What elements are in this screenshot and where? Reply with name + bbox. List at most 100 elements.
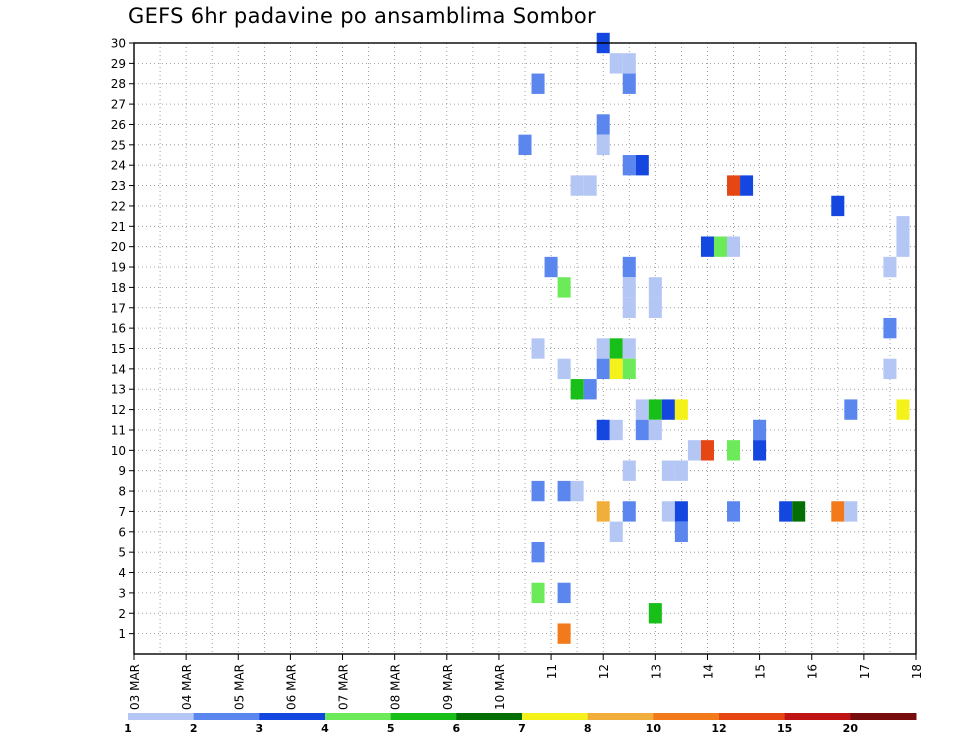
colorbar-segment bbox=[784, 713, 851, 720]
x-tick-label: 05 MAR bbox=[232, 664, 246, 710]
y-tick-label: 4 bbox=[118, 566, 126, 580]
precip-cell bbox=[622, 338, 636, 359]
colorbar-segment bbox=[259, 713, 326, 720]
precip-cell bbox=[727, 236, 741, 257]
y-tick-label: 11 bbox=[111, 423, 126, 437]
precip-cell bbox=[531, 541, 545, 563]
precip-cell bbox=[609, 521, 623, 542]
y-tick-label: 23 bbox=[111, 179, 126, 193]
colorbar-label: 5 bbox=[387, 722, 395, 735]
precip-cell bbox=[518, 134, 532, 156]
precip-cell bbox=[557, 358, 571, 380]
precip-cell bbox=[557, 480, 571, 502]
precip-cell bbox=[713, 236, 728, 257]
y-tick-label: 13 bbox=[111, 383, 126, 397]
colorbar-segment bbox=[128, 713, 195, 720]
precip-cell bbox=[648, 603, 662, 624]
precip-cell bbox=[622, 297, 636, 318]
x-tick-label: 16 bbox=[806, 664, 820, 679]
y-tick-label: 27 bbox=[111, 98, 126, 112]
colorbar-segment bbox=[522, 713, 589, 720]
precip-cell bbox=[570, 379, 584, 400]
precip-cell bbox=[622, 155, 636, 176]
precip-cell bbox=[648, 419, 662, 441]
y-tick-label: 10 bbox=[111, 444, 126, 458]
precip-cell bbox=[570, 480, 584, 502]
x-tick-label: 12 bbox=[597, 664, 611, 679]
colorbar-label: 8 bbox=[584, 722, 592, 735]
precip-cell bbox=[896, 236, 910, 257]
y-tick-label: 8 bbox=[118, 485, 126, 499]
x-tick-label: 10 MAR bbox=[493, 664, 507, 710]
precip-cell bbox=[687, 440, 701, 461]
y-tick-label: 25 bbox=[111, 138, 126, 152]
colorbar-segment bbox=[587, 713, 654, 720]
precip-cell bbox=[622, 53, 636, 74]
y-tick-label: 29 bbox=[111, 57, 126, 71]
precip-cell bbox=[883, 256, 897, 278]
precip-cell bbox=[779, 501, 793, 522]
y-tick-label: 1 bbox=[118, 627, 126, 641]
precip-cell bbox=[674, 399, 688, 420]
y-tick-label: 20 bbox=[111, 240, 126, 254]
precip-cell bbox=[674, 460, 688, 481]
precip-cell bbox=[727, 175, 741, 196]
precip-cell bbox=[896, 216, 910, 237]
precip-cell bbox=[700, 236, 714, 257]
y-tick-label: 14 bbox=[111, 362, 126, 376]
colorbar-segment bbox=[193, 713, 260, 720]
colorbar-segment bbox=[456, 713, 523, 720]
x-tick-label: 07 MAR bbox=[337, 664, 351, 710]
precip-cell bbox=[727, 440, 741, 461]
precip-cell bbox=[531, 338, 545, 359]
colorbar-label: 2 bbox=[190, 722, 198, 735]
x-tick-label: 13 bbox=[649, 664, 663, 679]
y-tick-label: 6 bbox=[118, 525, 126, 539]
precip-cell bbox=[557, 277, 571, 298]
y-tick-label: 22 bbox=[111, 199, 126, 213]
x-tick-label: 03 MAR bbox=[128, 664, 142, 710]
colorbar-segment bbox=[719, 713, 786, 720]
colorbar-label: 6 bbox=[453, 722, 461, 735]
precip-cell bbox=[831, 195, 845, 217]
y-tick-label: 7 bbox=[118, 505, 126, 519]
y-tick-label: 3 bbox=[118, 586, 126, 600]
precip-cell bbox=[844, 399, 858, 420]
precip-cell bbox=[635, 399, 649, 420]
precip-cell bbox=[883, 317, 897, 339]
x-tick-label: 04 MAR bbox=[180, 664, 194, 710]
precip-cell bbox=[622, 358, 636, 380]
precip-cell bbox=[609, 338, 623, 359]
precip-cell bbox=[727, 501, 741, 522]
y-tick-label: 17 bbox=[111, 301, 126, 315]
precip-cell bbox=[622, 256, 636, 278]
precip-cell bbox=[583, 379, 597, 400]
precip-cell bbox=[596, 501, 610, 522]
precip-cell bbox=[635, 419, 649, 441]
precip-cell bbox=[648, 399, 662, 420]
x-tick-label: 18 bbox=[910, 664, 924, 679]
precip-cell bbox=[700, 440, 714, 461]
y-tick-label: 30 bbox=[111, 37, 126, 51]
precip-cell bbox=[740, 175, 754, 196]
precip-cell bbox=[622, 460, 636, 481]
precip-cell bbox=[883, 358, 897, 380]
precip-cell bbox=[596, 338, 610, 359]
precip-cell bbox=[674, 521, 688, 542]
y-tick-label: 9 bbox=[118, 464, 126, 478]
colorbar-label: 1 bbox=[124, 722, 132, 735]
precip-cell bbox=[648, 277, 662, 298]
x-tick-label: 15 bbox=[754, 664, 768, 679]
precip-cell bbox=[661, 460, 675, 481]
precip-cell bbox=[622, 277, 636, 298]
precip-cell bbox=[531, 582, 545, 604]
y-tick-label: 21 bbox=[111, 220, 126, 234]
precip-cell bbox=[661, 501, 675, 522]
colorbar-segment bbox=[653, 713, 720, 720]
precip-cell bbox=[792, 501, 806, 522]
precip-cell bbox=[596, 419, 610, 441]
precip-cell bbox=[596, 134, 610, 156]
precip-cell bbox=[596, 358, 610, 380]
y-tick-label: 15 bbox=[111, 342, 126, 356]
x-tick-label: 11 bbox=[545, 664, 559, 679]
